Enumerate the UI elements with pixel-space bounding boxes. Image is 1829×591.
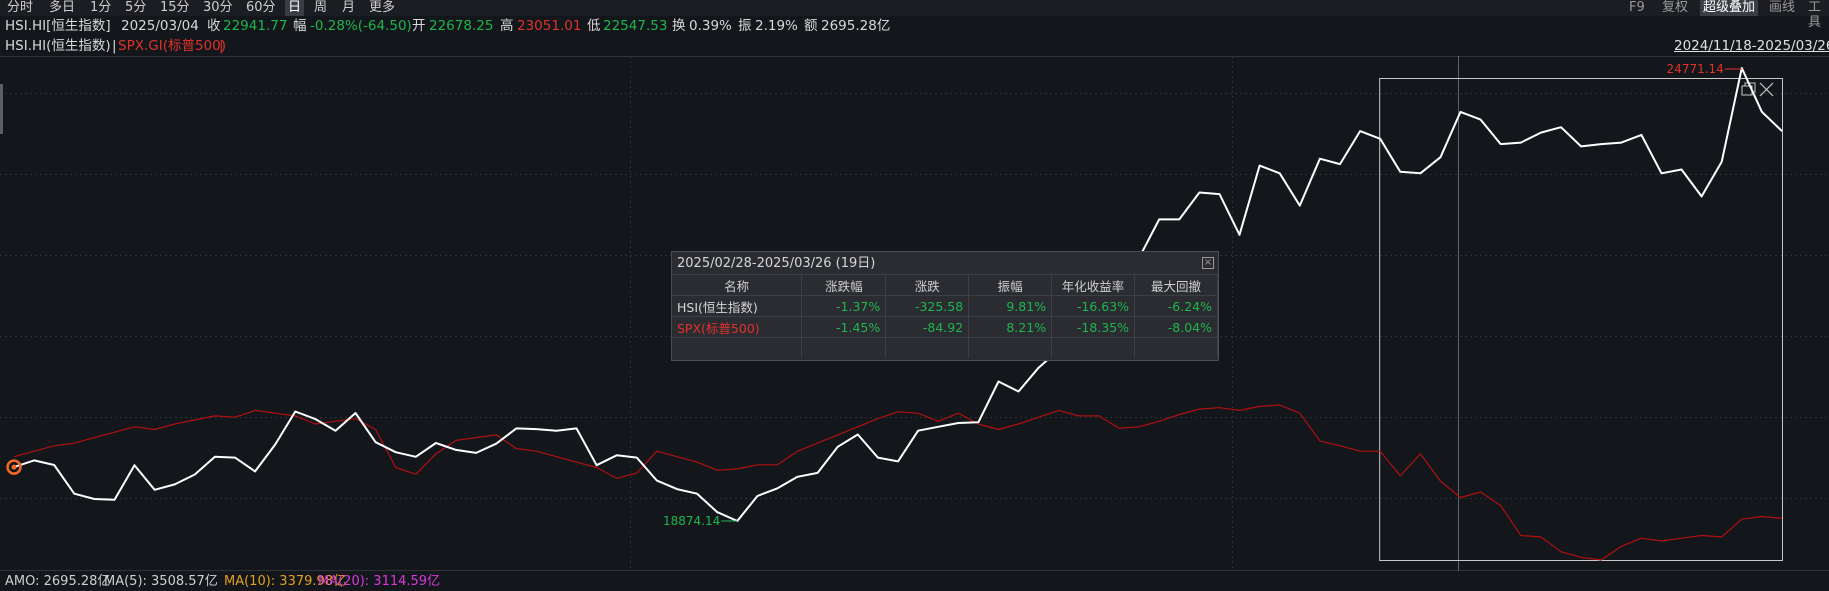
stats-row-hsi[interactable]: HSI(恒生指数) -1.37% -325.58 9.81% -16.63% -… (672, 295, 1218, 317)
amplitude-label: 振 (738, 18, 752, 34)
row-annualized: -18.35% (1051, 316, 1136, 338)
period-tab[interactable]: 15分 (160, 0, 190, 15)
row-drawdown: -6.24% (1134, 295, 1218, 317)
period-tab[interactable]: 30分 (203, 0, 233, 15)
period-tab[interactable]: 周 (314, 0, 328, 15)
row-amplitude: 9.81% (968, 295, 1053, 317)
stats-header-row: 名称 涨跌幅 涨跌 振幅 年化收益率 最大回撤 (672, 274, 1218, 296)
interval-stats-popup: 2025/02/28-2025/03/26 (19日) × 名称 涨跌幅 涨跌 … (671, 251, 1219, 361)
selection-rect (1379, 78, 1783, 561)
toolbar-right-button[interactable]: 工具 (1808, 0, 1822, 30)
close-icon[interactable] (1759, 82, 1774, 97)
amplitude-value: 2.19% (755, 18, 798, 34)
amo-value: AMO: 2695.28亿 (5, 574, 111, 589)
row-change: -84.92 (885, 316, 970, 338)
chart-marks: 18874.14 24771.14 (6, 62, 1742, 528)
legend-overlay-series[interactable]: SPX.GI(标普500) (118, 38, 226, 54)
volume-ma-row: AMO: 2695.28亿 MA(5): 3508.57亿 MA(10): 33… (0, 573, 1829, 591)
quote-symbol: HSI.HI[恒生指数] (5, 18, 111, 34)
period-tab[interactable]: 月 (342, 0, 356, 15)
top-toolbar: 分时 多日 1分 5分 15分 30分 60分日周月更多 F9 复权 超级叠加 画线 工具 (0, 0, 1829, 30)
chart-grid (0, 56, 1829, 571)
period-tab[interactable]: 60分 (246, 0, 276, 15)
ma5-value: MA(5): 3508.57亿 (104, 574, 218, 589)
row-name: HSI(恒生指数) (672, 295, 803, 317)
change-value: -0.28%(-64.50) (310, 18, 412, 34)
selection-box[interactable] (1379, 78, 1783, 561)
price-chart[interactable]: 18874.14 24771.14 (0, 56, 1829, 571)
start-point-marker (6, 459, 22, 475)
col-drawdown-header: 最大回撤 (1134, 274, 1218, 296)
low-label: 低 (587, 18, 601, 34)
legend-row: HSI.HI(恒生指数) | SPX.GI(标普500) | 2024/11/1… (0, 37, 1829, 55)
period-tab[interactable]: 更多 (369, 0, 396, 15)
start-point-dot (11, 464, 17, 470)
col-annualized-header: 年化收益率 (1051, 274, 1136, 296)
col-amplitude-header: 振幅 (968, 274, 1053, 296)
legend-main-series[interactable]: HSI.HI(恒生指数) (5, 38, 111, 54)
open-label: 开 (412, 18, 426, 34)
row-name: SPX(标普500) (672, 316, 803, 338)
legend-separator: | (112, 38, 117, 54)
amount-label: 额 (804, 18, 818, 34)
period-tab[interactable]: 5分 (125, 0, 147, 15)
row-change-pct: -1.37% (801, 295, 887, 317)
close-icon[interactable]: × (1202, 257, 1214, 269)
high-annotation-label: 24771.14 (1667, 62, 1724, 76)
stats-empty-row (672, 337, 1218, 358)
stats-row-spx[interactable]: SPX(标普500) -1.45% -84.92 8.21% -18.35% -… (672, 316, 1218, 338)
chart-lines (13, 67, 1783, 561)
quote-date: 2025/03/04 (121, 18, 199, 34)
ma10-value: MA(10): 3379.98亿 (224, 574, 347, 589)
low-value: 22547.53 (603, 18, 668, 34)
col-change-header: 涨跌 (885, 274, 970, 296)
series-line-hsi (13, 67, 1783, 522)
period-tab[interactable]: 日 (285, 0, 305, 16)
period-tab[interactable]: 分时 (7, 0, 34, 15)
open-value: 22678.25 (429, 18, 494, 34)
low-annotation-label: 18874.14 (663, 514, 720, 528)
turnover-label: 换 (672, 18, 686, 34)
toolbar-right-button[interactable]: 超级叠加 (1700, 0, 1759, 16)
col-change-pct-header: 涨跌幅 (801, 274, 887, 296)
period-tab[interactable]: 多日 (49, 0, 76, 15)
row-change-pct: -1.45% (801, 316, 887, 338)
high-value: 23051.01 (517, 18, 582, 34)
close-value: 22941.77 (223, 18, 288, 34)
row-annualized: -16.63% (1051, 295, 1136, 317)
row-change: -325.58 (885, 295, 970, 317)
stats-table: 名称 涨跌幅 涨跌 振幅 年化收益率 最大回撤 HSI(恒生指数) -1.37%… (672, 274, 1218, 358)
toolbar-right-button[interactable]: 复权 (1662, 0, 1689, 15)
toolbar-right-button[interactable]: 画线 (1769, 0, 1796, 15)
series-line-spx (13, 404, 1783, 561)
ma20-value: MA(20): 3114.59亿 (318, 574, 441, 589)
change-label: 幅 (293, 18, 307, 34)
close-label: 收 (207, 18, 221, 34)
toolbar-right-button[interactable]: F9 (1629, 0, 1645, 15)
row-drawdown: -8.04% (1134, 316, 1218, 338)
row-amplitude: 8.21% (968, 316, 1053, 338)
legend-overlay-end: | (219, 38, 224, 54)
turnover-value: 0.39% (689, 18, 732, 34)
amount-value: 2695.28亿 (821, 18, 891, 34)
high-label: 高 (500, 18, 514, 34)
popup-title: 2025/02/28-2025/03/26 (19日) (677, 256, 876, 271)
period-tab[interactable]: 1分 (90, 0, 112, 15)
date-range-link[interactable]: 2024/11/18-2025/03/26(87 (1674, 38, 1829, 54)
left-scroll-handle (0, 84, 3, 134)
col-name-header: 名称 (672, 274, 803, 296)
